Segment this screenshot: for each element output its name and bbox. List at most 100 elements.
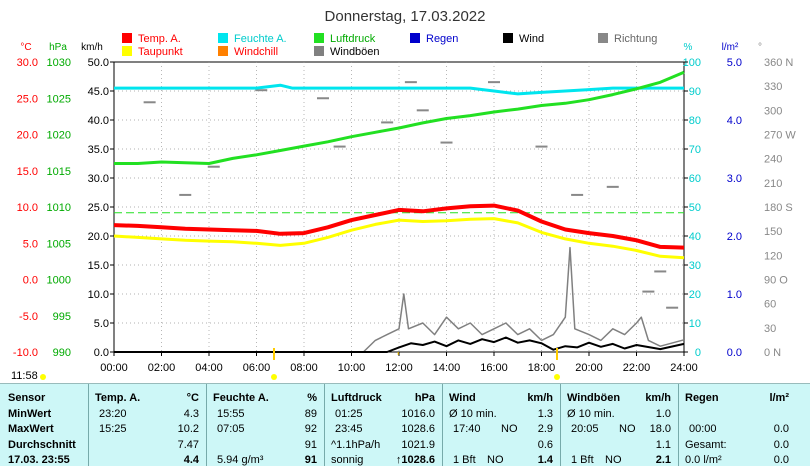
direction-mark (143, 101, 156, 104)
stats-humidity-value: 92 (304, 423, 317, 435)
stats-temp-value: 10.2 (177, 423, 199, 435)
x-tick-label: 14:00 (433, 362, 461, 374)
stats-gust-value: 1.1 (655, 439, 671, 451)
stats-rain-value: 0.0 (773, 439, 789, 451)
marker-time-label: 11:58 (11, 370, 38, 382)
direction-tick-label: 90 O (764, 275, 788, 287)
direction-mark (654, 270, 667, 273)
x-tick-label: 20:00 (575, 362, 603, 374)
direction-tick-label: 180 S (764, 202, 793, 214)
legend-label: Windchill (234, 46, 278, 58)
stats-rain-value: 0.0 (773, 454, 789, 466)
series-line-wind (114, 336, 685, 353)
direction-mark (207, 165, 220, 168)
wind-tick-label: 0.0 (94, 347, 109, 359)
direction-mark (606, 185, 619, 188)
stats-gust-bft: 1 Bft (571, 454, 594, 466)
rain-tick-label: 2.0 (727, 231, 742, 243)
stats-gust-label: Ø 10 min. (567, 408, 615, 420)
axes: 30.025.020.015.010.05.00.0-5.0-10.010301… (13, 57, 796, 374)
direction-mark (440, 141, 453, 144)
x-tick-label: 18:00 (528, 362, 556, 374)
stats-humidity-value: 91 (304, 454, 317, 466)
x-tick-label: 00:00 (100, 362, 128, 374)
x-tick-label: 02:00 (148, 362, 176, 374)
humidity-tick-label: 10 (689, 318, 701, 330)
legend-swatch (314, 33, 324, 43)
marker-dot (271, 374, 277, 380)
stats-rain-time: 00:00 (689, 423, 717, 435)
stats-wind-dir: NO (501, 423, 518, 435)
stats-wind-value: 2.9 (537, 423, 553, 435)
humidity-tick-label: 0 (695, 347, 701, 359)
temp-tick-label: -10.0 (13, 347, 38, 359)
legend-label: Luftdruck (330, 33, 376, 45)
legend-swatch (410, 33, 420, 43)
wind-tick-label: 45.0 (88, 86, 109, 98)
pressure-tick-label: 995 (53, 311, 71, 323)
direction-mark (642, 290, 655, 293)
legend-swatch (314, 46, 324, 56)
direction-tick-label: 360 N (764, 57, 793, 69)
stats-rain-value: 0.0 (773, 423, 789, 435)
legend-label: Taupunkt (138, 46, 183, 58)
series-line-feuchte-a (114, 83, 684, 96)
stats-row-label: MinWert (8, 408, 52, 420)
stats-humidity-column: Feuchte A. % 15:55 89 07:05 92 91 5.94 g… (207, 384, 323, 466)
direction-tick-label: 270 W (764, 130, 796, 142)
temp-tick-label: 5.0 (23, 238, 38, 250)
marker-dot (554, 374, 560, 380)
temp-tick-label: 30.0 (17, 57, 38, 69)
stats-temp-unit: °C (186, 392, 199, 404)
legend-label: Feuchte A. (234, 33, 287, 45)
legend-swatch (218, 33, 228, 43)
stats-temp-value: 4.4 (183, 454, 199, 466)
direction-tick-label: 120 (764, 250, 782, 262)
x-tick-label: 08:00 (290, 362, 318, 374)
series-line-windb-en (114, 246, 685, 353)
x-tick-label: 16:00 (480, 362, 508, 374)
wind-tick-label: 35.0 (88, 144, 109, 156)
legend-label: Windböen (330, 46, 380, 58)
stats-sensor-column: Sensor MinWert MaxWert Durchschnitt 17.0… (6, 384, 86, 466)
stats-wind-dir: NO (487, 454, 504, 466)
wind-tick-label: 15.0 (88, 260, 109, 272)
stats-rain-column: Regen l/m² 00:00 0.0 Gesamt: 0.0 0.0 l/m… (679, 384, 795, 466)
stats-pressure-value: ↑1028.6 (395, 454, 435, 466)
stats-panel: Sensor MinWert MaxWert Durchschnitt 17.0… (0, 383, 810, 466)
direction-mark (255, 89, 268, 92)
stats-rain-header: Regen (685, 392, 719, 404)
stats-temp-value: 4.3 (183, 408, 199, 420)
temp-tick-label: 10.0 (17, 202, 38, 214)
legend: Temp. A. Feuchte A. Luftdruck Regen Wind Rich… (122, 33, 657, 58)
legend-label: Regen (426, 33, 458, 45)
direction-mark (488, 81, 500, 84)
stats-humidity-header: Feuchte A. (213, 392, 269, 404)
stats-pressure-time: 01:25 (335, 408, 363, 420)
stats-temp-column: Temp. A. °C 23:20 4.3 15:25 10.2 7.47 4.… (89, 384, 205, 466)
direction-mark (404, 81, 417, 84)
rain-axis-unit: l/m² (722, 42, 739, 53)
pressure-tick-label: 1015 (47, 166, 71, 178)
humidity-tick-label: 60 (689, 173, 701, 185)
x-tick-label: 22:00 (623, 362, 651, 374)
direction-mark (333, 145, 346, 148)
pressure-tick-label: 1000 (47, 275, 71, 287)
rain-tick-label: 4.0 (727, 115, 742, 127)
stats-pressure-header: Luftdruck (331, 392, 382, 404)
humidity-tick-label: 90 (689, 86, 701, 98)
stats-temp-value: 7.47 (177, 439, 199, 451)
direction-mark (666, 306, 679, 309)
wind-tick-label: 40.0 (88, 115, 109, 127)
stats-humidity-time: 07:05 (217, 423, 245, 435)
stats-pressure-time: 23:45 (335, 423, 363, 435)
direction-mark (535, 145, 548, 148)
stats-temp-time: 23:20 (99, 408, 127, 420)
stats-gust-header: Windböen (567, 392, 621, 404)
stats-pressure-column: Luftdruck hPa 01:25 1016.0 23:45 1028.6 … (325, 384, 441, 466)
x-tick-label: 10:00 (338, 362, 366, 374)
temp-tick-label: 25.0 (17, 93, 38, 105)
series-line-temp-a (113, 203, 685, 250)
stats-pressure-value: 1021.9 (401, 439, 435, 451)
x-tick-label: 06:00 (243, 362, 271, 374)
